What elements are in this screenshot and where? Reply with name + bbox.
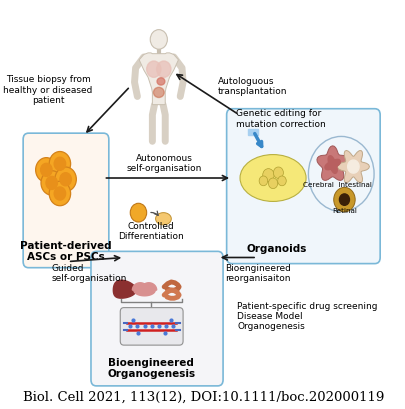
FancyBboxPatch shape <box>23 133 109 267</box>
Ellipse shape <box>153 87 164 97</box>
Polygon shape <box>139 53 178 105</box>
Polygon shape <box>113 280 136 298</box>
Circle shape <box>130 203 146 222</box>
Polygon shape <box>132 283 148 290</box>
Text: Autologuous
transplantation: Autologuous transplantation <box>217 76 286 96</box>
Circle shape <box>262 169 273 182</box>
Text: Patient-specific drug screening
Disease Model
Organogenesis: Patient-specific drug screening Disease … <box>237 302 377 331</box>
Polygon shape <box>134 290 155 296</box>
Text: Bioengineered
Organogenesis: Bioengineered Organogenesis <box>107 357 195 379</box>
Circle shape <box>150 29 167 49</box>
Circle shape <box>54 157 66 170</box>
Text: Organoids: Organoids <box>246 244 306 254</box>
Text: Cerebral  Intestinal: Cerebral Intestinal <box>303 182 371 188</box>
FancyBboxPatch shape <box>91 252 222 386</box>
Polygon shape <box>141 283 156 290</box>
Polygon shape <box>337 151 369 183</box>
Circle shape <box>333 187 354 212</box>
Circle shape <box>54 187 66 200</box>
Circle shape <box>46 176 57 189</box>
Polygon shape <box>347 160 358 173</box>
Text: Controlled
Differentiation: Controlled Differentiation <box>117 222 183 241</box>
Polygon shape <box>316 146 347 180</box>
Ellipse shape <box>239 155 305 202</box>
Circle shape <box>49 151 70 176</box>
FancyBboxPatch shape <box>120 308 183 345</box>
Circle shape <box>268 178 277 189</box>
Circle shape <box>258 176 267 186</box>
Polygon shape <box>155 213 171 225</box>
Text: Tissue biopsy from
healthy or diseased
patient: Tissue biopsy from healthy or diseased p… <box>3 76 93 105</box>
Polygon shape <box>247 129 257 135</box>
Text: Autonomous
self-organisation: Autonomous self-organisation <box>126 154 201 173</box>
Circle shape <box>49 181 70 206</box>
FancyBboxPatch shape <box>226 109 379 264</box>
Circle shape <box>146 61 160 77</box>
Text: Guided
self-organisation: Guided self-organisation <box>51 264 127 283</box>
Circle shape <box>36 157 57 182</box>
Polygon shape <box>324 156 339 173</box>
Circle shape <box>277 176 286 186</box>
Circle shape <box>273 167 283 178</box>
Text: Bioengineered
reorganisaiton: Bioengineered reorganisaiton <box>224 264 290 283</box>
Text: Biol. Cell 2021, 113(12), DOI:10.1111/boc.202000119: Biol. Cell 2021, 113(12), DOI:10.1111/bo… <box>23 391 383 403</box>
Text: Patient-derived
ASCs or PSCs: Patient-derived ASCs or PSCs <box>20 240 111 262</box>
Circle shape <box>40 163 52 176</box>
Circle shape <box>41 171 62 195</box>
Text: Retinal: Retinal <box>331 209 356 214</box>
Text: Genetic editing for
mutation correction: Genetic editing for mutation correction <box>235 109 324 129</box>
Circle shape <box>55 167 76 191</box>
Ellipse shape <box>157 78 164 85</box>
Circle shape <box>339 194 349 205</box>
Circle shape <box>60 173 71 186</box>
Circle shape <box>156 61 171 77</box>
